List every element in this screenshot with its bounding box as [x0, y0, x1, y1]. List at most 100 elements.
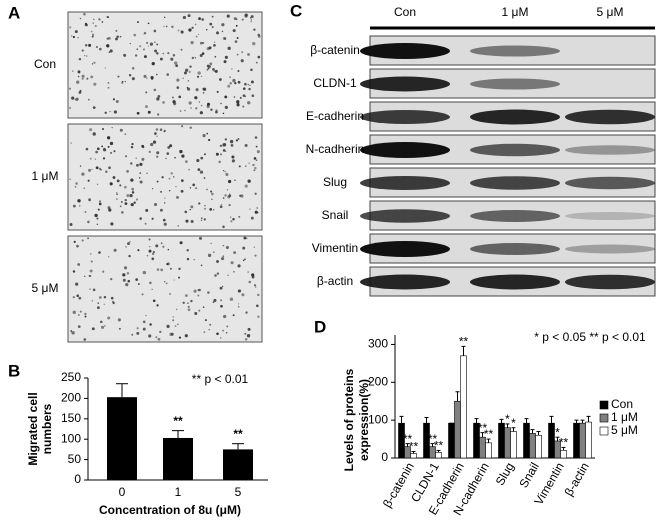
- cell-dot: [203, 218, 206, 221]
- cell-dot: [117, 318, 121, 322]
- cell-dot: [81, 74, 85, 78]
- cell-dot: [254, 136, 258, 139]
- cell-dot: [154, 202, 158, 206]
- cell-dot: [160, 190, 162, 193]
- band: [470, 143, 560, 157]
- x-tick-label: 0: [119, 485, 126, 499]
- cell-dot: [252, 163, 255, 167]
- cell-dot: [128, 254, 131, 258]
- cell-dot: [168, 190, 171, 192]
- cell-dot: [189, 187, 192, 189]
- cell-dot: [179, 149, 183, 154]
- legend-label: 1 μM: [611, 410, 638, 424]
- cell-dot: [156, 151, 160, 155]
- x-tick-label: β-actin: [562, 460, 592, 498]
- cell-dot: [166, 324, 170, 328]
- cell-dot: [129, 193, 133, 198]
- cell-dot: [77, 325, 81, 328]
- cell-dot: [150, 75, 154, 80]
- y-axis-label: numbers: [40, 403, 54, 454]
- panel-label: D: [314, 317, 326, 336]
- cell-dot: [92, 132, 96, 136]
- band: [470, 109, 560, 125]
- cell-dot: [98, 18, 101, 21]
- cell-dot: [107, 81, 110, 84]
- cell-dot: [226, 189, 229, 191]
- cell-dot: [185, 294, 188, 297]
- cell-dot: [225, 331, 228, 334]
- cell-dot: [184, 71, 187, 75]
- row-label: CLDN-1: [313, 76, 357, 90]
- cell-dot: [77, 263, 81, 266]
- cell-dot: [78, 296, 82, 300]
- legend-swatch: [599, 426, 609, 436]
- y-tick-label: 100: [368, 412, 388, 426]
- legend-swatch: [599, 400, 609, 410]
- cell-dot: [204, 207, 207, 210]
- cell-dot: [257, 315, 260, 318]
- cell-dot: [234, 179, 236, 181]
- cell-dot: [151, 62, 155, 66]
- cell-dot: [102, 157, 106, 160]
- cell-dot: [125, 282, 129, 287]
- cell-dot: [201, 52, 205, 55]
- cell-dot: [133, 201, 136, 204]
- cell-dot: [213, 251, 215, 253]
- cell-dot: [190, 107, 192, 109]
- cell-dot: [246, 237, 248, 240]
- bar: [107, 397, 137, 480]
- row-label: Con: [34, 57, 56, 71]
- cell-dot: [222, 143, 226, 147]
- y-tick-label: 50: [68, 452, 82, 466]
- cell-dot: [242, 87, 246, 90]
- cell-dot: [148, 334, 152, 338]
- cell-dot: [227, 274, 229, 276]
- cell-dot: [237, 290, 240, 293]
- cell-dot: [119, 128, 123, 132]
- cell-dot: [143, 33, 145, 35]
- cell-dot: [156, 97, 160, 101]
- cell-dot: [79, 165, 82, 167]
- cell-dot: [232, 29, 236, 33]
- cell-dot: [207, 291, 210, 294]
- cell-dot: [141, 293, 144, 296]
- cell-dot: [92, 22, 94, 24]
- cell-dot: [137, 283, 140, 285]
- cell-dot: [146, 41, 149, 44]
- cell-dot: [248, 87, 251, 91]
- cell-dot: [247, 83, 250, 86]
- cell-dot: [110, 296, 114, 300]
- cell-dot: [257, 55, 261, 59]
- cell-dot: [247, 101, 251, 105]
- cell-dot: [69, 223, 73, 227]
- cell-dot: [97, 302, 100, 304]
- cell-dot: [167, 248, 170, 251]
- cell-dot: [206, 132, 209, 135]
- cell-dot: [167, 146, 171, 149]
- cell-dot: [236, 103, 240, 107]
- cell-dot: [204, 319, 207, 322]
- cell-dot: [187, 14, 191, 18]
- cell-dot: [148, 238, 151, 241]
- bar: [548, 422, 555, 459]
- cell-dot: [127, 242, 130, 246]
- cell-dot: [88, 198, 92, 202]
- cell-dot: [124, 80, 126, 83]
- cell-dot: [255, 211, 257, 213]
- cell-dot: [234, 40, 238, 43]
- cell-dot: [136, 327, 139, 330]
- cell-dot: [143, 74, 147, 78]
- cell-dot: [206, 102, 211, 106]
- cell-dot: [135, 157, 137, 159]
- cell-dot: [170, 57, 174, 61]
- cell-dot: [109, 110, 111, 113]
- cell-dot: [123, 53, 127, 57]
- cell-dot: [202, 87, 205, 91]
- cell-dot: [200, 104, 203, 107]
- cell-dot: [198, 17, 201, 21]
- cell-dot: [195, 35, 198, 38]
- micrograph: [67, 235, 263, 343]
- cell-dot: [214, 41, 216, 43]
- cell-dot: [165, 282, 168, 285]
- cell-dot: [212, 68, 215, 71]
